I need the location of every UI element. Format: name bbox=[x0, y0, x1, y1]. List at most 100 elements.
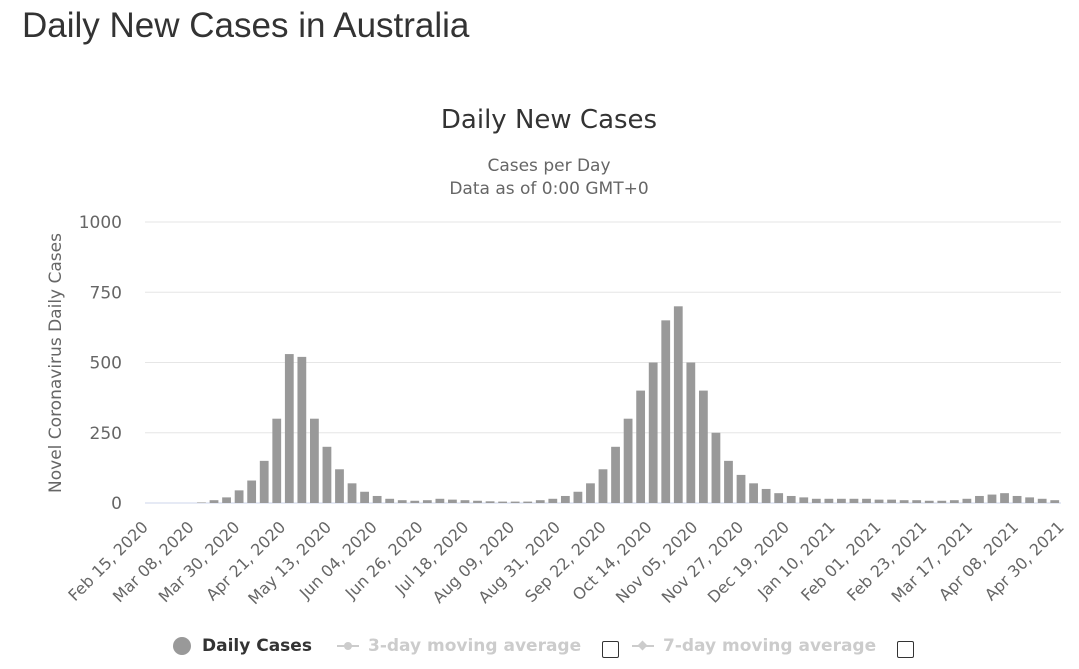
daily-cases-bar bbox=[774, 493, 784, 503]
daily-cases-bar bbox=[912, 500, 922, 503]
daily-cases-bar bbox=[648, 362, 658, 503]
daily-cases-bar bbox=[222, 497, 231, 503]
daily-cases-bar bbox=[811, 498, 821, 503]
daily-cases-bar bbox=[949, 500, 959, 503]
y-axis-ticks: 0 250 500 750 1000 bbox=[79, 213, 122, 514]
grid-lines bbox=[145, 221, 1061, 504]
x-tick-label: Oct 14, 2020 bbox=[569, 517, 656, 604]
daily-cases-bar bbox=[786, 495, 796, 503]
daily-cases-bar bbox=[799, 497, 809, 503]
legend-daily-cases[interactable]: Daily Cases bbox=[173, 634, 312, 658]
daily-cases-bar bbox=[698, 390, 708, 503]
daily-cases-bar bbox=[686, 362, 696, 503]
line-diamond-marker-icon bbox=[632, 640, 654, 652]
x-tick-label: Apr 30, 2021 bbox=[981, 517, 1068, 604]
daily-cases-bar bbox=[498, 501, 508, 503]
legend-label-daily-cases: Daily Cases bbox=[202, 636, 312, 656]
daily-cases-bar bbox=[523, 501, 533, 503]
legend-3-day-average[interactable]: 3-day moving average bbox=[337, 634, 581, 658]
daily-cases-bar bbox=[360, 491, 369, 503]
daily-cases-bar bbox=[749, 483, 758, 503]
daily-cases-bar bbox=[1050, 500, 1060, 503]
daily-cases-bar bbox=[197, 502, 206, 503]
daily-cases-bar bbox=[347, 483, 357, 503]
daily-cases-bar bbox=[310, 418, 319, 503]
daily-cases-bar bbox=[598, 469, 608, 503]
daily-cases-bar bbox=[410, 500, 420, 503]
y-tick-label: 1000 bbox=[79, 213, 122, 233]
daily-cases-bar bbox=[887, 499, 896, 503]
daily-cases-bar bbox=[247, 480, 257, 503]
daily-cases-bar bbox=[987, 494, 997, 503]
daily-cases-bar bbox=[736, 474, 746, 503]
daily-cases-bar bbox=[535, 500, 545, 503]
daily-cases-bar bbox=[297, 356, 307, 503]
daily-cases-bar bbox=[586, 483, 595, 503]
daily-cases-bar bbox=[284, 354, 294, 503]
x-tick-label: Feb 23, 2021 bbox=[843, 517, 930, 604]
daily-cases-bar bbox=[661, 320, 671, 503]
daily-cases-bar bbox=[623, 418, 633, 503]
y-tick-label: 250 bbox=[90, 424, 122, 444]
daily-cases-bar bbox=[422, 500, 432, 503]
bars bbox=[197, 306, 1060, 503]
daily-cases-bar bbox=[485, 501, 495, 503]
y-axis-title: Novel Coronavirus Daily Cases bbox=[46, 233, 66, 493]
daily-cases-bar bbox=[234, 490, 244, 503]
line-circle-marker-icon bbox=[337, 640, 359, 652]
daily-cases-bar bbox=[975, 495, 984, 503]
chart-data-timestamp: Data as of 0:00 GMT+0 bbox=[449, 179, 648, 199]
daily-cases-bar bbox=[460, 500, 470, 503]
daily-cases-bar bbox=[435, 498, 445, 503]
daily-cases-bar bbox=[560, 495, 570, 503]
daily-cases-bar bbox=[761, 488, 771, 503]
x-tick-label: Apr 08, 2021 bbox=[935, 517, 1022, 604]
daily-cases-bar bbox=[272, 418, 282, 503]
daily-cases-bar bbox=[573, 491, 583, 503]
daily-cases-bar bbox=[473, 500, 482, 503]
daily-cases-bar bbox=[962, 498, 972, 503]
daily-cases-bar bbox=[874, 499, 884, 503]
chart-title: Daily New Cases bbox=[441, 105, 657, 135]
daily-cases-bar bbox=[1037, 498, 1047, 503]
x-tick-label: Apr 21, 2020 bbox=[202, 517, 289, 604]
toggle-7-day-average-checkbox[interactable] bbox=[897, 641, 914, 658]
daily-cases-bar bbox=[862, 498, 871, 503]
daily-cases-bar bbox=[1012, 495, 1022, 503]
daily-cases-bar bbox=[824, 498, 834, 503]
daily-cases-bar bbox=[1000, 493, 1009, 503]
daily-cases-bar bbox=[924, 500, 934, 503]
daily-cases-bar bbox=[322, 446, 332, 503]
page-heading: Daily New Cases in Australia bbox=[22, 6, 470, 45]
legend-label-7-day-average: 7-day moving average bbox=[663, 636, 877, 656]
daily-cases-bar bbox=[209, 500, 219, 503]
toggle-3-day-average-checkbox[interactable] bbox=[602, 641, 619, 658]
daily-cases-bar bbox=[724, 460, 733, 503]
legend-label-3-day-average: 3-day moving average bbox=[368, 636, 582, 656]
chart-subtitle: Cases per Day bbox=[487, 156, 610, 176]
daily-cases-bar bbox=[397, 500, 407, 503]
daily-cases-bar bbox=[259, 460, 269, 503]
legend-7-day-average[interactable]: 7-day moving average bbox=[632, 634, 876, 658]
daily-cases-bar bbox=[673, 306, 683, 503]
daily-cases-bar bbox=[611, 446, 620, 503]
daily-cases-bar bbox=[372, 495, 382, 503]
circle-marker-icon bbox=[173, 637, 191, 655]
daily-cases-bar bbox=[937, 500, 947, 503]
daily-cases-bar bbox=[711, 432, 721, 503]
y-tick-label: 500 bbox=[90, 354, 122, 374]
y-tick-label: 0 bbox=[111, 494, 122, 514]
daily-cases-bar bbox=[335, 469, 344, 503]
daily-cases-bar bbox=[1025, 497, 1035, 503]
daily-cases-bar bbox=[837, 498, 846, 503]
daily-cases-bar bbox=[510, 501, 520, 503]
x-tick-label: Feb 01, 2021 bbox=[797, 517, 884, 604]
daily-cases-bar bbox=[636, 390, 646, 503]
daily-cases-bar bbox=[385, 498, 395, 503]
daily-cases-bar bbox=[849, 498, 859, 503]
y-tick-label: 750 bbox=[90, 283, 122, 303]
daily-cases-bar bbox=[448, 499, 457, 503]
daily-cases-bar bbox=[899, 500, 909, 503]
